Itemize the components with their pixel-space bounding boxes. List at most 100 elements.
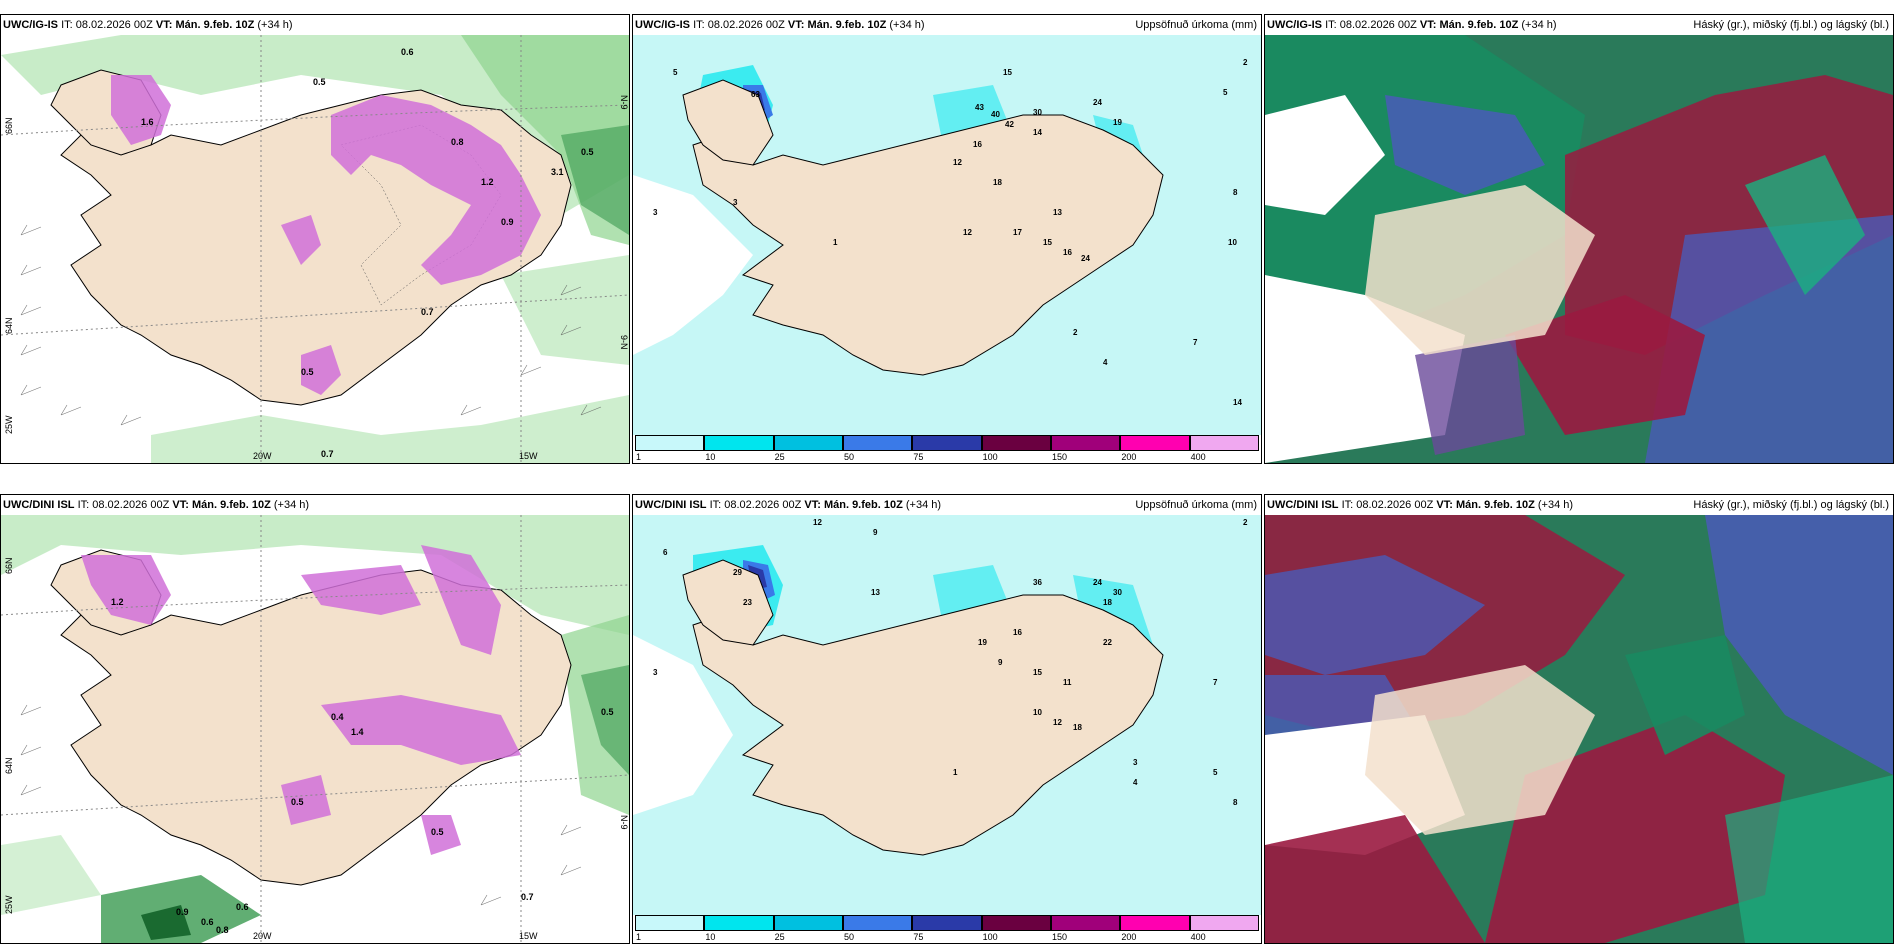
value-label: 0.5	[291, 797, 304, 807]
colorbar-swatch	[773, 915, 843, 931]
colorbar-swatch	[1120, 915, 1190, 931]
panel-header: UWC/DINI ISL IT: 08.02.2026 00Z VT: Mán.…	[635, 499, 942, 511]
colorbar-label: 100	[982, 452, 998, 462]
colorbar-label: 1	[636, 452, 642, 462]
value-label: 11	[1063, 678, 1072, 687]
map-area: 20W 15W 66N 64N 25W N-9 9-N 0.5 0.6 0.5 …	[1, 35, 629, 463]
colorbar-swatch	[635, 915, 705, 931]
value-label: 0.7	[321, 449, 334, 459]
colorbar: 1 10 25 50 75 100 150 200 400	[635, 915, 1259, 942]
colorbar-label: 1	[636, 932, 642, 942]
panel-bottom-right-clouds: UWC/DINI ISL IT: 08.02.2026 00Z VT: Mán.…	[1264, 494, 1894, 944]
colorbar-swatch	[773, 435, 843, 451]
value-label: 15	[1043, 238, 1052, 247]
value-label: 3	[1133, 758, 1138, 767]
panel-right-title: Háský (gr.), miðský (fj.bl.) og lágský (…	[1693, 499, 1889, 511]
value-label: 5	[673, 68, 678, 77]
value-label: 2	[1243, 518, 1248, 527]
colorbar-label: 400	[1190, 452, 1206, 462]
value-label: 7	[1193, 338, 1198, 347]
value-label: 24	[1081, 254, 1090, 263]
panel-right-title: Uppsöfnuð úrkoma (mm)	[1135, 19, 1257, 31]
value-label: 24	[1093, 98, 1102, 107]
value-label: 16	[1013, 628, 1022, 637]
colorbar-swatch	[912, 435, 982, 451]
value-label: 2	[1073, 328, 1078, 337]
panel-header: UWC/DINI ISL IT: 08.02.2026 00Z VT: Mán.…	[1267, 499, 1574, 511]
axis-label-20w: 20W	[253, 451, 272, 461]
colorbar-swatch	[704, 915, 774, 931]
value-label: 36	[1033, 578, 1042, 587]
colorbar-label: 200	[1121, 932, 1137, 942]
panel-top-right-clouds: UWC/IG-IS IT: 08.02.2026 00Z VT: Mán. 9.…	[1264, 14, 1894, 464]
value-label: 1.2	[481, 177, 494, 187]
value-label: 19	[1113, 118, 1122, 127]
map-area: 5 15 3 2 5 24 19 63 43 40 42 30 12 14 16…	[633, 35, 1261, 435]
panel-header: UWC/IG-IS IT: 08.02.2026 00Z VT: Mán. 9.…	[1267, 19, 1557, 31]
value-label: 18	[1073, 723, 1082, 732]
value-label: 0.7	[421, 307, 434, 317]
value-label: 12	[813, 518, 822, 527]
value-label: 22	[1103, 638, 1112, 647]
value-label: 0.5	[301, 367, 314, 377]
value-label: 8	[1233, 798, 1238, 807]
value-label: 0.6	[236, 902, 249, 912]
value-label: 42	[1005, 120, 1014, 129]
colorbar-label: 150	[1052, 932, 1068, 942]
colorbar-swatch	[843, 435, 913, 451]
value-label: 1	[953, 768, 958, 777]
value-label: 30	[1033, 108, 1042, 117]
value-label: 8	[1233, 188, 1238, 197]
value-label: 0.7	[521, 892, 534, 902]
panel-header: UWC/IG-IS IT: 08.02.2026 00Z VT: Mán. 9.…	[635, 19, 925, 31]
value-label: 13	[871, 588, 880, 597]
colorbar-label: 75	[913, 932, 924, 942]
colorbar-swatch	[1189, 435, 1259, 451]
value-label: 29	[733, 568, 742, 577]
value-label: 40	[991, 110, 1000, 119]
colorbar-swatch	[1120, 435, 1190, 451]
axis-label-64n: 64N	[4, 757, 14, 774]
value-label: 14	[1033, 128, 1042, 137]
axis-label-25w: 25W	[4, 415, 14, 434]
panel-header: UWC/DINI ISL IT: 08.02.2026 00Z VT: Mán.…	[3, 499, 310, 511]
colorbar-swatch	[635, 435, 705, 451]
value-label: 1	[833, 238, 838, 247]
value-label: 3	[653, 668, 658, 677]
value-label: 24	[1093, 578, 1102, 587]
panel-bottom-middle-accum-precip: UWC/DINI ISL IT: 08.02.2026 00Z VT: Mán.…	[632, 494, 1262, 944]
value-label: 1.4	[351, 727, 364, 737]
value-label: 9	[998, 658, 1003, 667]
value-label: 16	[973, 140, 982, 149]
value-label: 3	[653, 208, 658, 217]
value-label: 17	[1013, 228, 1022, 237]
value-label: 0.8	[451, 137, 464, 147]
colorbar-label: 25	[774, 932, 785, 942]
colorbar-label: 100	[982, 932, 998, 942]
value-label: 10	[1228, 238, 1237, 247]
map-area: 12 9 6 3 2 13 29 23 36 24 30 18 16 19 10…	[633, 515, 1261, 915]
value-label: 0.9	[176, 907, 189, 917]
value-label: 1.6	[141, 117, 154, 127]
value-label: 0.8	[216, 925, 229, 935]
axis-label-64n: 64N	[4, 317, 14, 334]
colorbar-label: 400	[1190, 932, 1206, 942]
colorbar-swatch	[843, 915, 913, 931]
colorbar-swatch	[1051, 915, 1121, 931]
value-label: 5	[1223, 88, 1228, 97]
colorbar-label: 200	[1121, 452, 1137, 462]
value-label: 18	[1103, 598, 1112, 607]
axis-label-9n: 9-N	[619, 335, 629, 350]
value-label: 3	[733, 198, 738, 207]
panel-top-middle-accum-precip: UWC/IG-IS IT: 08.02.2026 00Z VT: Mán. 9.…	[632, 14, 1262, 464]
value-label: 5	[1213, 768, 1218, 777]
colorbar-swatch	[981, 915, 1051, 931]
value-label: 13	[1053, 208, 1062, 217]
value-label: 23	[743, 598, 752, 607]
value-label: 6	[663, 548, 668, 557]
value-label: 0.5	[431, 827, 444, 837]
value-label: 0.9	[501, 217, 514, 227]
map-area	[1265, 515, 1893, 943]
axis-label-66n: 66N	[4, 117, 14, 134]
value-label: 0.6	[401, 47, 414, 57]
